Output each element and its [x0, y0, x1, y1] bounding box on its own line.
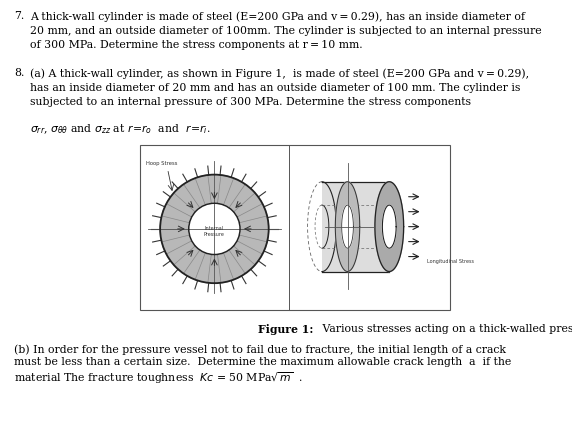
Text: Figure 1:: Figure 1: — [259, 324, 313, 335]
Text: must be less than a certain size.  Determine the maximum allowable crack length : must be less than a certain size. Determ… — [14, 357, 511, 367]
Text: 7.: 7. — [14, 11, 24, 21]
Text: Longitudinal Stress: Longitudinal Stress — [427, 259, 474, 264]
Text: $\sigma_{rr}$, $\sigma_{\theta\theta}$ and $\sigma_{zz}$ at $r\!=\!r_o$  and  $r: $\sigma_{rr}$, $\sigma_{\theta\theta}$ a… — [30, 122, 210, 136]
Polygon shape — [382, 205, 396, 248]
Text: material The fracture toughness  $Kc$ = 50 MPa$\sqrt{m}$  .: material The fracture toughness $Kc$ = 5… — [14, 370, 303, 386]
Text: (b) In order for the pressure vessel not to fail due to fracture, the initial le: (b) In order for the pressure vessel not… — [14, 344, 506, 354]
Text: A thick-wall cylinder is made of steel (E=200 GPa and v = 0.29), has an inside d: A thick-wall cylinder is made of steel (… — [30, 11, 542, 50]
Bar — [140, 145, 450, 310]
Polygon shape — [335, 182, 360, 272]
Polygon shape — [189, 203, 240, 254]
Text: (a) A thick-wall cylinder, as shown in Figure 1,  is made of steel (E=200 GPa an: (a) A thick-wall cylinder, as shown in F… — [30, 68, 529, 107]
Polygon shape — [322, 182, 390, 272]
Text: Various stresses acting on a thick-walled pressure vessel.: Various stresses acting on a thick-walle… — [319, 324, 572, 334]
Polygon shape — [160, 175, 269, 283]
Polygon shape — [341, 205, 353, 248]
Polygon shape — [375, 182, 404, 272]
Text: 8.: 8. — [14, 68, 25, 78]
Text: Internal
Pressure: Internal Pressure — [204, 226, 225, 237]
Text: Hoop Stress: Hoop Stress — [146, 161, 178, 166]
